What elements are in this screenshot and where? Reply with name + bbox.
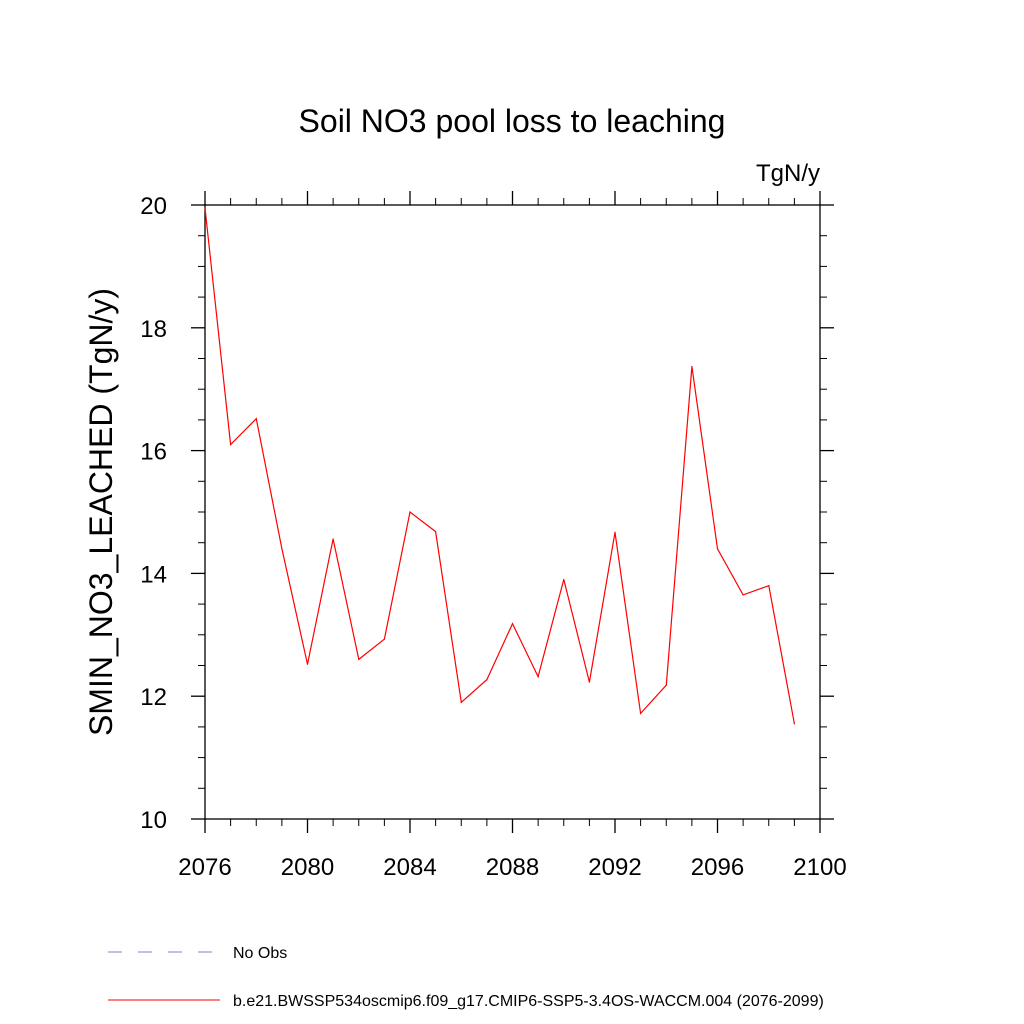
x-tick-label: 2080 [281,854,334,881]
y-tick-label: 18 [140,316,167,343]
series-line-0 [204,208,795,724]
data-point [537,675,539,678]
y-axis-label: SMIN_NO3_LEACHED (TgN/y) [83,288,119,736]
data-point [793,723,795,725]
data-point [358,658,360,660]
y-tick-label: 12 [140,684,167,711]
data-point [588,681,590,683]
y-tick-label: 20 [140,193,167,220]
x-tick-label: 2084 [383,854,436,881]
data-point [255,418,257,420]
data-point [614,531,616,533]
plot-frame [204,204,821,820]
y-tick-label: 16 [140,439,167,466]
legend-label: No Obs [233,945,287,962]
data-point [716,548,719,550]
data-point [204,207,206,209]
x-tick-label: 2092 [588,854,641,881]
y-tick-label: 10 [140,807,167,834]
units-label: TgN/y [756,160,820,187]
chart-title: Soil NO3 pool loss to leaching [299,103,726,139]
x-tick-label: 2088 [486,854,539,881]
legend: No Obs b.e21.BWSSP534oscmip6.f09_g17.CMIP… [108,945,824,1010]
data-point [691,365,693,368]
data-point [563,578,565,581]
legend-label: b.e21.BWSSP534oscmip6.f09_g17.CMIP6-SSP5… [233,993,824,1010]
data-point [742,594,744,596]
data-point [409,511,411,513]
data-point [460,701,462,703]
x-tick-label: 2096 [691,854,744,881]
y-tick-label: 14 [140,561,167,588]
data-point [640,712,642,714]
data-point [281,548,283,550]
data-point [332,538,334,540]
data-point [511,623,514,625]
data-point [665,684,667,686]
series-layer [204,207,795,725]
data-point [383,638,385,640]
data-point [230,443,232,446]
data-point [435,531,437,533]
x-tick-label: 2076 [178,854,231,881]
x-tick-label: 2100 [793,854,846,881]
axis-ticks [191,191,834,833]
data-point [306,663,309,665]
data-point [486,679,488,681]
tick-labels: 2076 2080 2084 2088 2092 2096 2100 10 12 14 16 18 20 [140,193,846,881]
data-point [768,585,770,587]
